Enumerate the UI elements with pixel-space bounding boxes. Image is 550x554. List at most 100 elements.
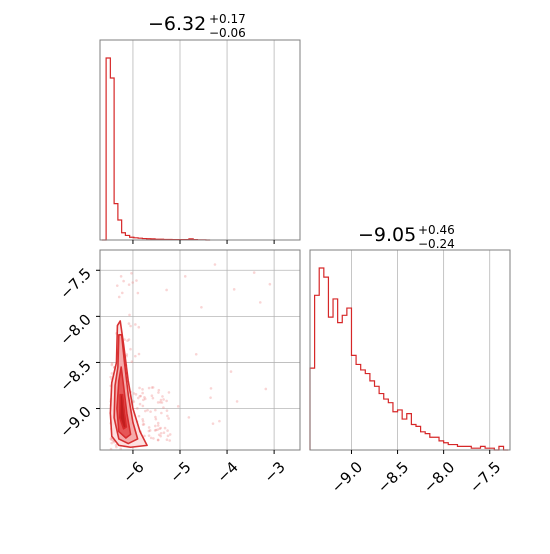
joint-scatter-point: [158, 427, 161, 431]
joint-scatter-point: [158, 400, 162, 404]
joint-scatter-point: [149, 410, 152, 413]
joint-scatter-point: [232, 288, 236, 291]
joint-scatter-point: [187, 416, 191, 419]
joint-scatter-point: [165, 438, 169, 442]
joint-scatter-point: [151, 386, 155, 389]
joint-xtick-label: −5: [166, 458, 194, 486]
joint-scatter-point: [156, 401, 160, 404]
param2-title-minus: −0.24: [418, 237, 455, 251]
joint-scatter-point: [115, 445, 118, 449]
joint-panel: −6 −5 −4 −3 −7.5 −8.0 −8.5 −9.0: [56, 249, 301, 486]
param2-histogram-line: [309, 267, 509, 451]
param1-axes-frame: [99, 39, 301, 241]
joint-scatter-point: [141, 388, 144, 391]
joint-scatter-point: [141, 391, 144, 395]
joint-scatter-point: [110, 363, 114, 367]
joint-ytick-label: −8.0: [56, 310, 94, 348]
joint-scatter-point: [167, 391, 171, 394]
joint-scatter-point: [194, 352, 198, 356]
joint-scatter-point: [143, 395, 146, 399]
joint-scatter-point: [123, 338, 126, 341]
joint-scatter-point: [137, 414, 141, 418]
joint-scatter-point: [141, 420, 145, 423]
joint-scatter-point: [154, 428, 158, 432]
param1-title: −6.32: [148, 13, 206, 35]
joint-scatter-point: [132, 392, 136, 395]
joint-scatter-point: [130, 271, 133, 275]
joint-scatter-point: [143, 434, 146, 438]
joint-scatter-point: [147, 434, 151, 437]
joint-scatter-point: [134, 354, 137, 358]
joint-scatter-point: [156, 424, 160, 427]
joint-scatter-point: [162, 406, 165, 409]
joint-scatter-point: [119, 275, 123, 278]
joint-scatter-point: [154, 417, 158, 421]
param2-xtick-label: −9.0: [328, 458, 366, 496]
joint-scatter-point: [183, 275, 187, 278]
joint-scatter-point: [115, 284, 119, 287]
joint-scatter-point: [127, 283, 131, 286]
joint-scatter-point: [110, 441, 113, 445]
joint-scatter-point: [132, 400, 136, 403]
param1-title-minus: −0.06: [209, 26, 246, 40]
joint-scatter-point: [122, 279, 125, 283]
joint-scatter-point: [157, 391, 160, 394]
joint-scatter-point: [159, 398, 163, 402]
joint-scatter-point: [126, 339, 129, 342]
joint-scatter-point: [156, 438, 160, 442]
joint-scatter-point: [156, 438, 160, 442]
joint-scatter-point: [110, 362, 114, 365]
joint-scatter-point: [156, 421, 160, 425]
joint-scatter-point: [264, 387, 268, 391]
joint-scatter-point: [138, 386, 141, 390]
joint-scatter-point: [142, 398, 145, 402]
joint-scatter-point: [159, 426, 163, 430]
joint-scatter-point: [166, 429, 169, 432]
joint-scatter-point: [160, 401, 164, 404]
joint-scatter-point: [176, 405, 180, 408]
joint-scatter-point: [109, 375, 112, 379]
param2-xtick-label: −8.0: [420, 458, 458, 496]
joint-scatter-point: [136, 396, 140, 400]
joint-scatter-point: [129, 347, 132, 351]
joint-scatter-point: [129, 324, 132, 328]
joint-scatter-point: [166, 434, 170, 438]
param2-title-plus: +0.46: [418, 223, 455, 237]
joint-scatter-point: [209, 396, 212, 399]
joint-scatter-point: [167, 417, 170, 420]
joint-scatter-point: [141, 423, 145, 426]
joint-scatter-point: [138, 402, 142, 406]
joint-scatter-point: [166, 414, 169, 418]
param2-title-value: −9.05: [358, 224, 416, 246]
joint-scatter-point: [211, 422, 215, 425]
joint-scatter-point: [162, 398, 165, 401]
joint-xtick-label: −4: [213, 458, 241, 486]
joint-scatter-point: [165, 409, 169, 412]
joint-scatter-point: [112, 440, 116, 444]
joint-scatter-point: [127, 322, 131, 325]
joint-scatter-point: [154, 424, 157, 428]
joint-scatter-point: [160, 411, 163, 415]
joint-scatter-point: [134, 323, 137, 326]
joint-scatter-point: [147, 429, 151, 433]
joint-scatter-point: [162, 431, 166, 435]
joint-scatter-point: [150, 394, 154, 398]
param2-title: −9.05: [358, 224, 416, 246]
joint-scatter-point: [137, 325, 141, 329]
joint-scatter-point: [229, 370, 233, 373]
joint-scatter-point: [110, 438, 114, 442]
joint-scatter-point: [157, 433, 161, 437]
joint-scatter-point: [146, 408, 149, 412]
joint-xtick-label: −3: [260, 458, 288, 486]
param1-title-value: −6.32: [148, 13, 206, 35]
joint-scatter-point: [168, 439, 171, 442]
param2-xtick-label: −8.5: [374, 458, 412, 496]
joint-ytick-label: −8.5: [56, 357, 94, 395]
joint-scatter-point: [141, 418, 144, 421]
histogram-panel-param1: −6.32 +0.17 −0.06: [99, 12, 301, 244]
joint-ytick-label: −7.5: [56, 264, 94, 302]
joint-scatter-point: [128, 313, 131, 317]
joint-scatter-point: [147, 386, 151, 390]
param2-xtick-label: −7.5: [466, 458, 504, 496]
